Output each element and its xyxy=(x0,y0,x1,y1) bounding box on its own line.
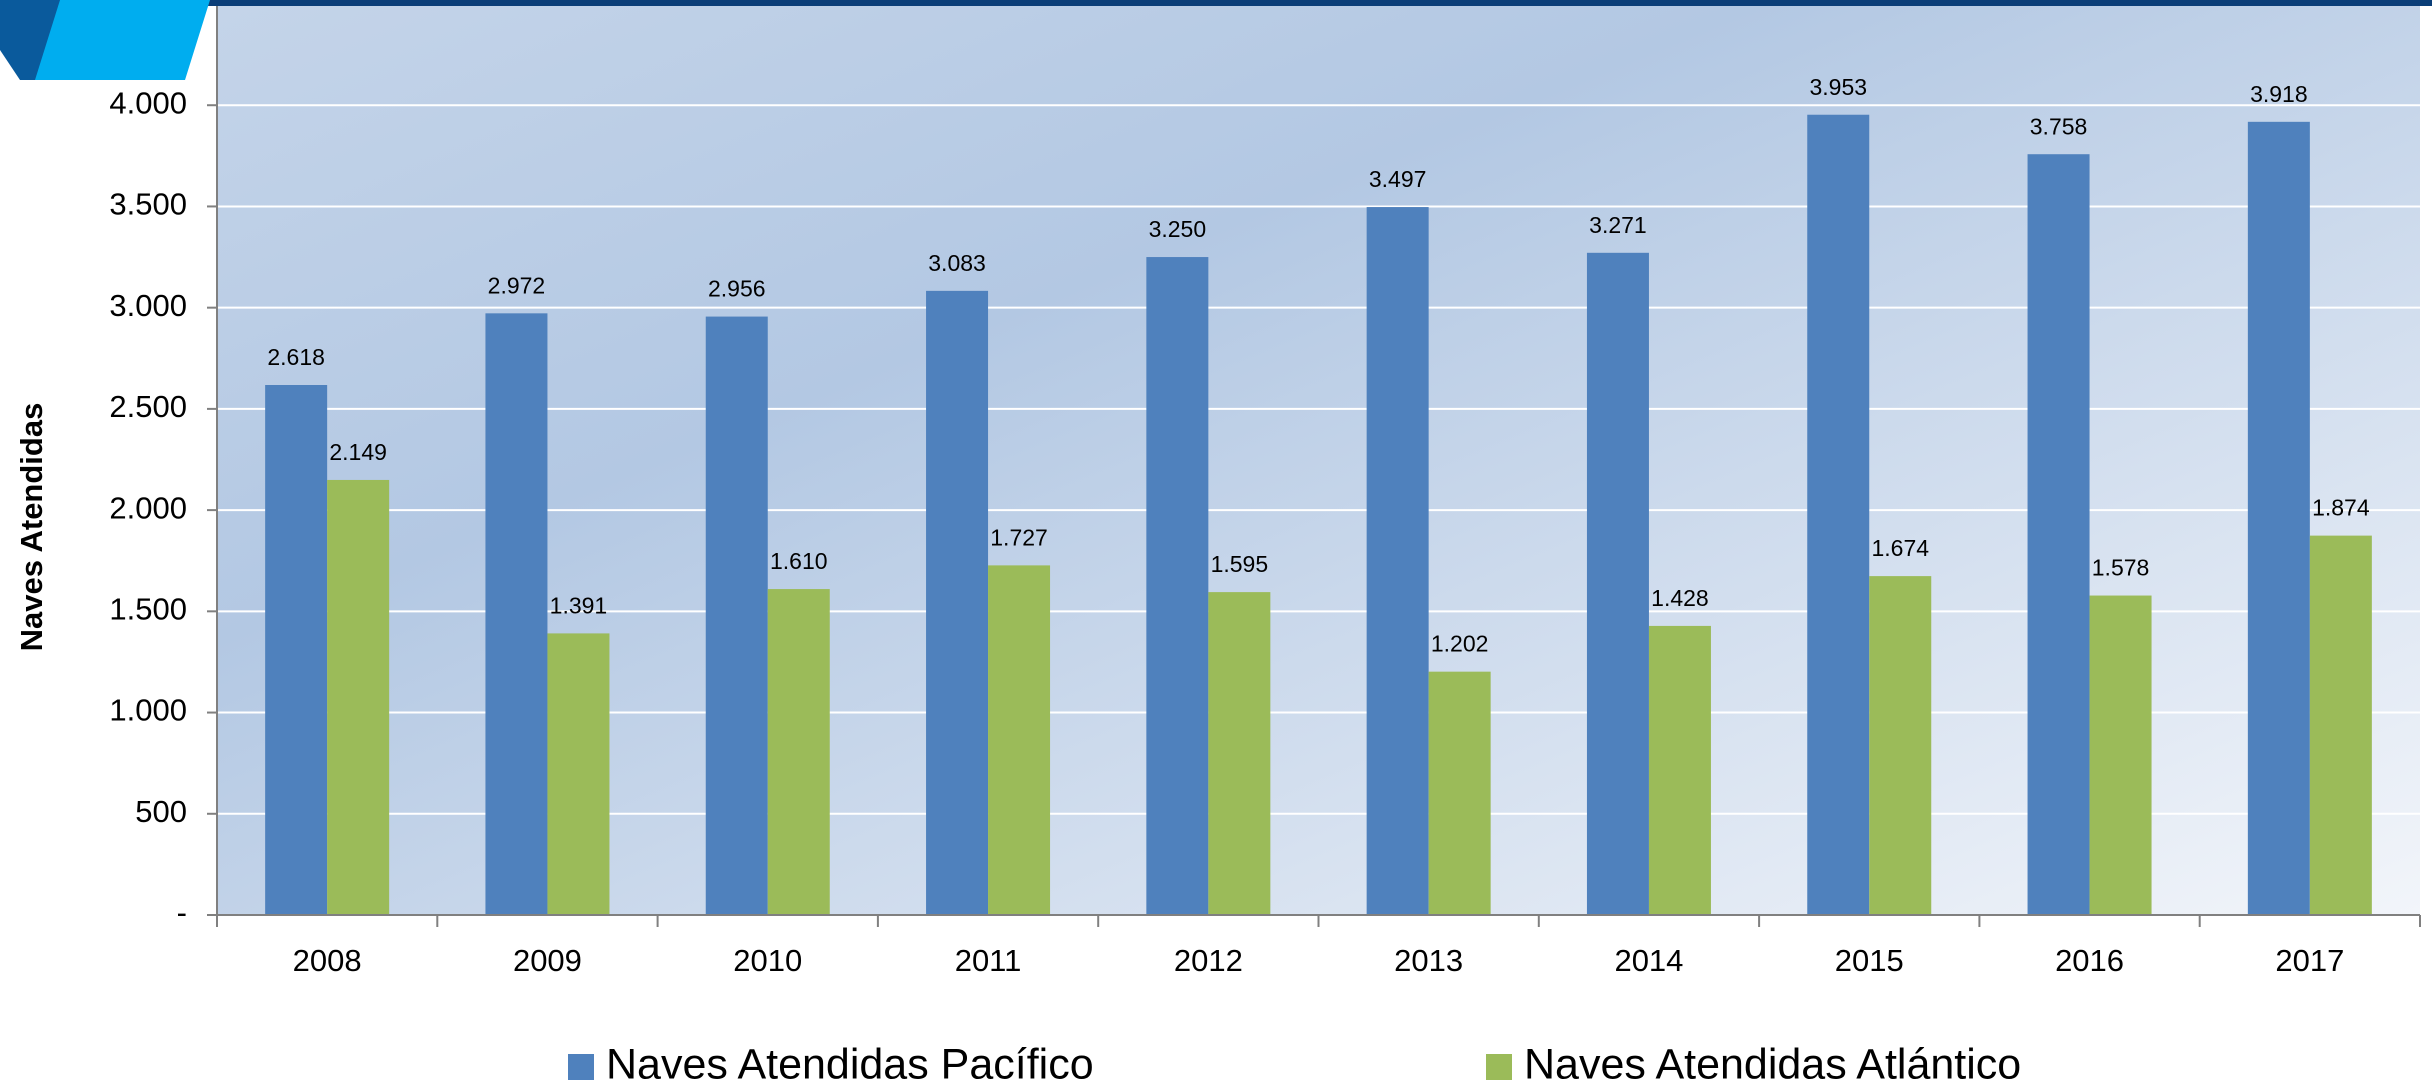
value-label: 3.083 xyxy=(928,250,986,276)
x-tick-label: 2010 xyxy=(733,943,802,978)
y-tick-label: - xyxy=(177,895,187,930)
legend-label: Naves Atendidas Pacífico xyxy=(606,1040,1094,1088)
bar xyxy=(327,479,390,915)
value-label: 3.250 xyxy=(1149,216,1207,242)
x-tick-label: 2009 xyxy=(513,943,582,978)
bar xyxy=(1807,114,1870,915)
legend-label: Naves Atendidas Atlántico xyxy=(1524,1040,2021,1088)
bar xyxy=(485,313,548,916)
bar xyxy=(1428,671,1491,915)
y-tick-label: 1.000 xyxy=(109,693,187,728)
value-label: 1.674 xyxy=(1871,535,1929,561)
x-tick-label: 2015 xyxy=(1835,943,1904,978)
bar xyxy=(1208,592,1271,915)
bar xyxy=(1586,252,1649,916)
bar xyxy=(705,316,768,915)
value-label: 2.149 xyxy=(329,439,387,465)
legend-swatch xyxy=(1486,1054,1512,1080)
value-label: 3.953 xyxy=(1809,74,1867,100)
y-tick-label: 2.000 xyxy=(109,490,187,525)
value-label: 1.202 xyxy=(1431,631,1489,657)
value-label: 3.758 xyxy=(2030,113,2088,139)
bar xyxy=(988,565,1051,915)
value-label: 1.595 xyxy=(1211,551,1269,577)
x-tick-label: 2011 xyxy=(955,943,1022,978)
y-tick-label: 4.000 xyxy=(109,85,187,120)
bar xyxy=(2089,595,2152,915)
value-label: 2.972 xyxy=(488,272,546,298)
value-label: 2.956 xyxy=(708,276,766,302)
x-tick-label: 2017 xyxy=(2275,943,2344,978)
bar xyxy=(2309,535,2372,915)
value-label: 3.271 xyxy=(1589,212,1647,238)
y-tick-label: 500 xyxy=(135,794,187,829)
y-axis-title: Naves Atendidas xyxy=(14,403,49,652)
value-label: 1.727 xyxy=(990,524,1048,550)
y-tick-label: 1.500 xyxy=(109,592,187,627)
bar xyxy=(1869,576,1932,915)
y-tick-label: 3.000 xyxy=(109,288,187,323)
bar xyxy=(926,290,989,915)
value-label: 1.874 xyxy=(2312,495,2370,521)
y-tick-label: 2.500 xyxy=(109,389,187,424)
x-tick-label: 2012 xyxy=(1174,943,1243,978)
x-tick-label: 2013 xyxy=(1394,943,1463,978)
value-label: 1.428 xyxy=(1651,585,1709,611)
legend-swatch xyxy=(568,1054,594,1080)
bar xyxy=(1366,207,1429,916)
bar xyxy=(547,633,610,915)
x-tick-label: 2016 xyxy=(2055,943,2124,978)
header-band xyxy=(0,0,2432,6)
x-tick-label: 2014 xyxy=(1614,943,1683,978)
value-label: 2.618 xyxy=(267,344,325,370)
value-label: 1.578 xyxy=(2092,555,2150,581)
header-shape xyxy=(35,0,210,80)
bar xyxy=(2247,121,2310,915)
value-label: 1.391 xyxy=(550,592,608,618)
y-tick-label: 3.500 xyxy=(109,187,187,222)
value-label: 3.918 xyxy=(2250,81,2308,107)
bar xyxy=(1146,257,1209,915)
value-label: 3.497 xyxy=(1369,166,1427,192)
bar xyxy=(2027,154,2090,916)
bar xyxy=(1648,625,1711,915)
value-label: 1.610 xyxy=(770,548,828,574)
bar xyxy=(767,589,830,915)
x-tick-label: 2008 xyxy=(293,943,362,978)
bar xyxy=(265,385,328,915)
